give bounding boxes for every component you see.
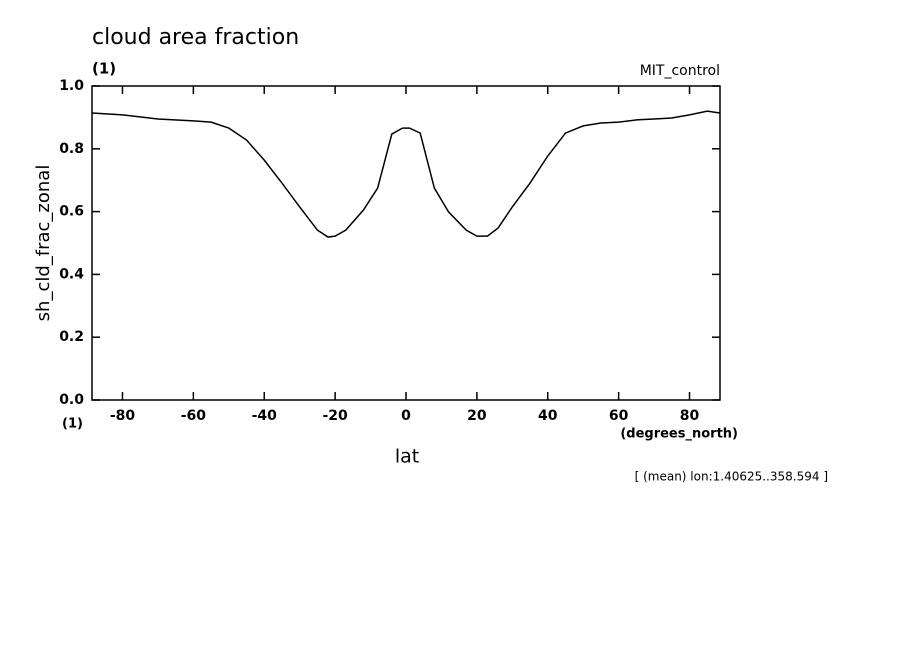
x-tick-label: -20 [322, 408, 348, 424]
y-tick-label: 0.0 [59, 392, 84, 408]
y-tick-label: 0.2 [59, 329, 84, 345]
y-tick-label: 0.6 [59, 204, 84, 220]
y-units: (1) [62, 417, 83, 432]
x-tick-label: -60 [181, 408, 207, 424]
x-tick-label: 80 [680, 408, 700, 424]
x-units: (degrees_north) [620, 427, 738, 442]
x-tick-label: -40 [252, 408, 278, 424]
x-tick-label: 0 [401, 408, 411, 424]
subtitle: (1) [92, 60, 116, 78]
x-tick-label: -80 [110, 408, 136, 424]
y-tick-label: 0.4 [59, 266, 84, 282]
x-tick-label: 20 [467, 408, 487, 424]
x-axis-label: lat [395, 446, 419, 468]
dataset-label: MIT_control [640, 63, 720, 79]
data-line [91, 110, 721, 238]
chart-title: cloud area fraction [92, 25, 299, 50]
x-tick-label: 40 [538, 408, 558, 424]
y-axis-label: sh_cld_frac_zonal [33, 165, 54, 322]
y-tick-label: 1.0 [59, 78, 84, 94]
x-tick-label: 60 [609, 408, 629, 424]
footnote: [ (mean) lon:1.40625..358.594 ] [635, 470, 828, 484]
y-tick-label: 0.8 [59, 141, 84, 157]
